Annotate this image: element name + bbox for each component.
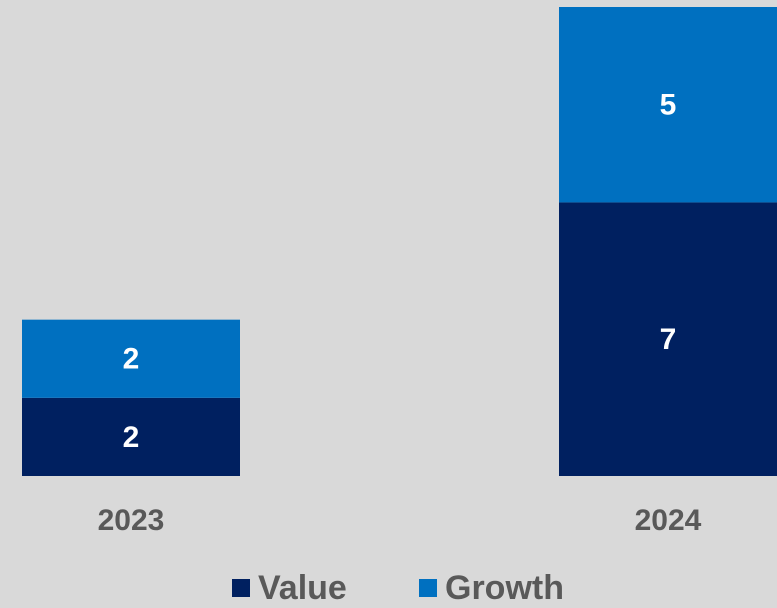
- bar-segment: [559, 7, 777, 203]
- legend-label: Growth: [445, 569, 564, 607]
- bar-segment: [22, 319, 240, 398]
- value-label: 2: [123, 421, 140, 454]
- value-label: 5: [660, 89, 677, 122]
- value-label: 2: [123, 343, 140, 376]
- legend-swatch: [419, 579, 437, 597]
- x-tick-label: 2023: [98, 504, 165, 537]
- legend-label: Value: [258, 569, 347, 607]
- x-tick-label: 2024: [635, 504, 702, 537]
- legend-swatch: [232, 579, 250, 597]
- bar-segment: [22, 397, 240, 476]
- bar-segment: [559, 202, 777, 476]
- value-label: 7: [660, 323, 677, 356]
